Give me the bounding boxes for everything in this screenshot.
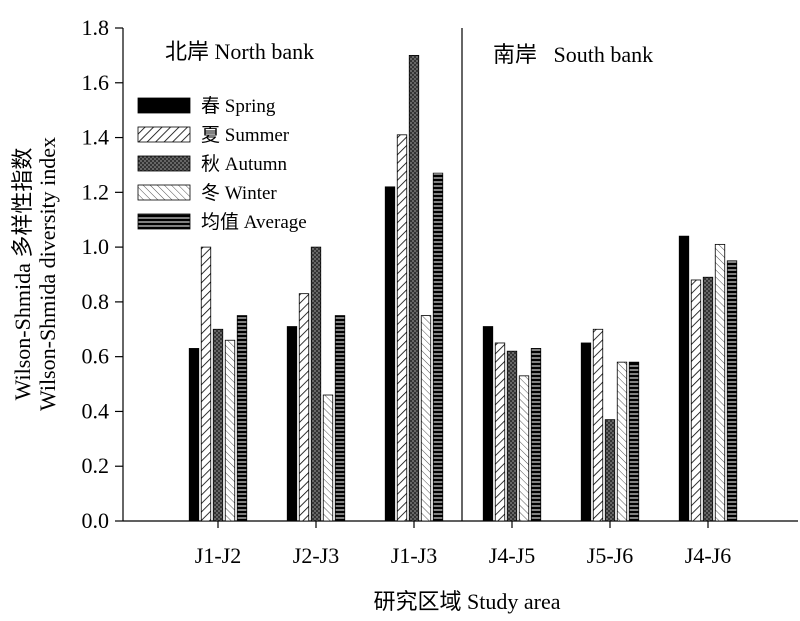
bar — [224, 339, 236, 522]
bar — [580, 342, 592, 522]
region-labels: 北岸 North bank 南岸 South bank — [165, 39, 653, 67]
y-tick-label: 1.0 — [82, 234, 110, 259]
x-tick-label: J4-J6 — [685, 543, 731, 568]
bar — [420, 315, 432, 522]
bar — [236, 315, 248, 522]
bar — [714, 243, 726, 522]
x-tick-label: J1-J2 — [195, 543, 241, 568]
legend-label: 夏 Summer — [201, 125, 290, 146]
bar — [408, 54, 420, 522]
bar — [506, 350, 518, 522]
y-ticks: 0.0 0.2 0.4 0.6 0.8 1.0 1.2 1.4 1.6 1.8 — [82, 15, 123, 533]
bar — [518, 375, 530, 522]
bar — [604, 419, 616, 522]
bar — [188, 348, 200, 522]
bar — [628, 361, 640, 522]
bar — [494, 342, 506, 522]
legend-label: 均值 Average — [201, 211, 307, 233]
legend-label: 秋 Autumn — [201, 153, 288, 175]
bar — [702, 276, 714, 522]
legend-swatch — [137, 97, 191, 114]
bar — [678, 235, 690, 522]
bar — [530, 348, 542, 522]
y-tick-label: 0.0 — [82, 508, 110, 533]
y-axis-title-line2: Wilson-Shmida diversity index — [35, 137, 60, 411]
bar — [384, 186, 396, 522]
region-label-north: 北岸 North bank — [165, 39, 314, 64]
bar — [310, 246, 322, 522]
legend-swatch — [137, 126, 191, 143]
legend-swatch — [137, 184, 191, 201]
bars — [188, 54, 738, 522]
y-axis-title-line1: Wilson-Shmida 多样性指数 — [10, 148, 35, 401]
legend-label: 春 Spring — [201, 95, 276, 117]
bar — [726, 260, 738, 522]
bar — [212, 328, 224, 522]
bar — [592, 328, 604, 522]
legend: 春 Spring 夏 Summer 秋 Autumn 冬 Winter 均值 Avera… — [137, 95, 307, 233]
bar — [690, 279, 702, 522]
x-tick-label: J4-J5 — [489, 543, 535, 568]
legend-label: 冬 Winter — [201, 182, 277, 204]
y-tick-label: 0.2 — [82, 453, 110, 478]
bar — [298, 293, 310, 522]
bar — [616, 361, 628, 522]
legend-swatch — [137, 155, 191, 172]
bar — [200, 246, 212, 522]
bar — [432, 172, 444, 522]
bar — [396, 134, 408, 522]
y-tick-label: 1.8 — [82, 15, 110, 40]
bar — [322, 394, 334, 522]
x-tick-label: J2-J3 — [293, 543, 339, 568]
legend-swatch — [137, 213, 191, 230]
x-tick-label: J1-J3 — [391, 543, 437, 568]
y-tick-label: 0.4 — [82, 398, 110, 423]
x-ticks: J1-J2 J2-J3 J1-J3 J4-J5 J5-J6 J4-J6 — [195, 521, 731, 568]
y-tick-label: 0.8 — [82, 289, 110, 314]
y-tick-label: 1.4 — [82, 125, 110, 150]
bar — [286, 326, 298, 522]
bar — [334, 315, 346, 522]
y-tick-label: 0.6 — [82, 344, 110, 369]
y-tick-label: 1.2 — [82, 179, 110, 204]
y-tick-label: 1.6 — [82, 70, 110, 95]
x-tick-label: J5-J6 — [587, 543, 633, 568]
x-axis-title: 研究区域 Study area — [374, 589, 561, 614]
region-label-south: 南岸 South bank — [493, 42, 653, 67]
bar — [482, 326, 494, 522]
